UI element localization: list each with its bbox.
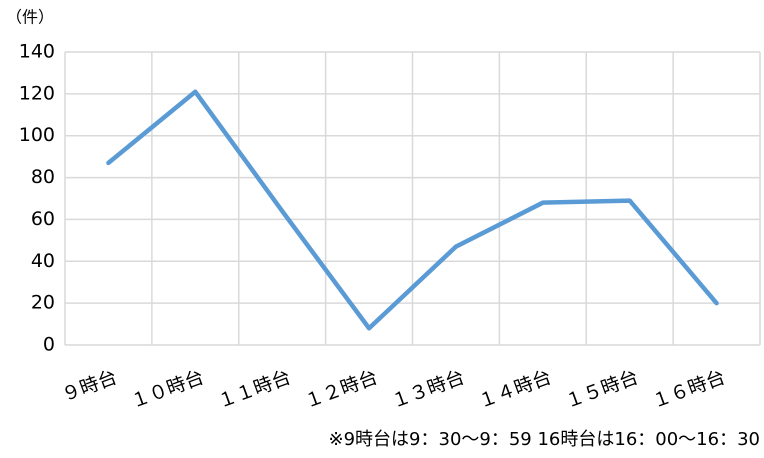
y-tick-label: 40 (31, 250, 55, 272)
y-tick-label: 80 (31, 166, 55, 188)
x-tick-label: １６時台 (649, 366, 728, 413)
y-tick-label: 20 (31, 292, 55, 314)
x-tick-label: １４時台 (475, 366, 554, 413)
y-unit-label: （件） (6, 8, 54, 27)
line-series (106, 89, 719, 331)
x-tick-label: ９時台 (59, 366, 120, 406)
x-tick-label: １３時台 (389, 366, 468, 413)
x-tick-label: １１時台 (215, 366, 294, 413)
y-tick-label: 100 (19, 124, 55, 146)
y-tick-label: 120 (19, 82, 55, 104)
x-tick-label: １５時台 (562, 366, 641, 413)
y-tick-label: 60 (31, 208, 55, 230)
y-tick-label: 0 (43, 334, 55, 356)
y-tick-label: 140 (19, 41, 55, 63)
x-tick-label: １２時台 (302, 366, 381, 413)
note: ※9時台は9：30～9：59 16時台は16：00～16：30 (329, 429, 761, 450)
x-tick-label: １０時台 (128, 366, 207, 413)
